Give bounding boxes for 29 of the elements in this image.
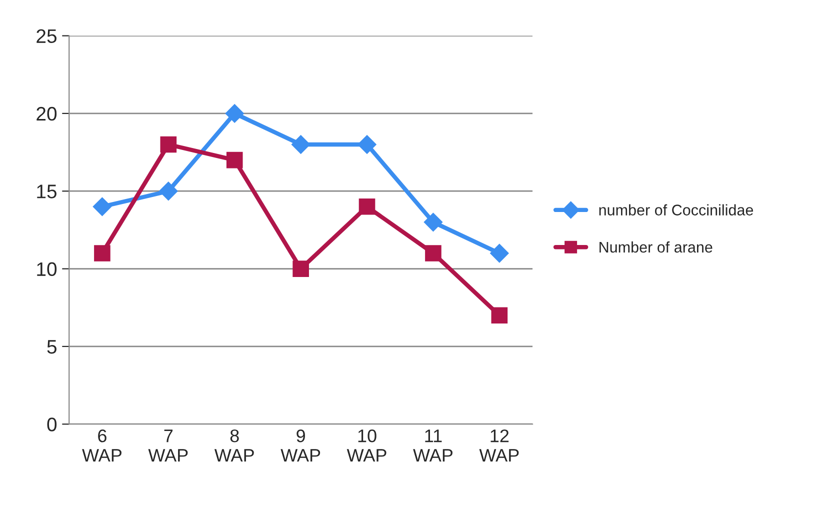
x-tick-label: 10 WAP bbox=[346, 429, 386, 462]
legend-label: number of Coccinilidae bbox=[599, 204, 754, 216]
point bbox=[159, 182, 178, 200]
point bbox=[160, 136, 177, 153]
point bbox=[490, 244, 509, 263]
x-tick-label: 11 WAP bbox=[413, 430, 452, 462]
point bbox=[424, 212, 443, 232]
y-tick-label: 0 bbox=[47, 418, 57, 432]
y-tick-label: 5 bbox=[47, 340, 56, 354]
legend-label: Number of arane bbox=[600, 241, 712, 253]
point bbox=[94, 245, 110, 262]
x-tick-label: 6 WAP bbox=[82, 429, 122, 462]
point bbox=[358, 135, 376, 154]
x-tick-label: 8 WAP bbox=[214, 429, 254, 462]
x-tick-label: 12 WAP bbox=[479, 429, 519, 462]
y-tick-label: 20 bbox=[36, 106, 57, 121]
point bbox=[292, 260, 309, 277]
y-tick-label: 10 bbox=[37, 262, 57, 276]
point bbox=[92, 197, 112, 216]
x-tick-label: 9 WAP bbox=[280, 429, 320, 462]
point bbox=[358, 198, 376, 215]
point bbox=[226, 152, 243, 168]
y-tick-label: 15 bbox=[37, 184, 56, 198]
point bbox=[425, 245, 442, 262]
point bbox=[491, 307, 508, 324]
y-tick-label: 25 bbox=[36, 29, 56, 44]
x-tick-label: 7 WAP bbox=[148, 430, 188, 462]
point bbox=[291, 135, 310, 154]
point bbox=[225, 104, 244, 123]
